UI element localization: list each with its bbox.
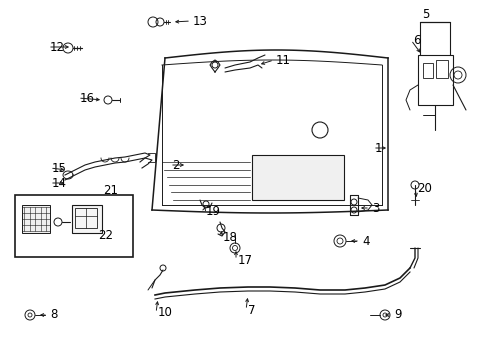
Bar xyxy=(435,60,447,78)
Text: 17: 17 xyxy=(238,253,252,266)
Text: 22: 22 xyxy=(98,229,113,242)
Bar xyxy=(251,155,343,200)
Text: 7: 7 xyxy=(247,303,255,316)
Bar xyxy=(422,63,432,78)
Text: 13: 13 xyxy=(193,14,207,27)
Text: 2: 2 xyxy=(172,158,179,171)
Text: 6: 6 xyxy=(412,33,420,46)
Text: 9: 9 xyxy=(393,309,401,321)
Bar xyxy=(72,205,102,233)
Text: 11: 11 xyxy=(275,54,290,67)
Text: 8: 8 xyxy=(50,309,57,321)
Text: 16: 16 xyxy=(80,91,95,104)
Text: 10: 10 xyxy=(158,306,173,320)
Text: 14: 14 xyxy=(52,176,67,189)
Bar xyxy=(417,55,452,105)
Text: 1: 1 xyxy=(374,141,382,154)
Bar xyxy=(22,205,50,233)
Text: 20: 20 xyxy=(416,181,431,194)
Text: 12: 12 xyxy=(50,41,65,54)
Text: 18: 18 xyxy=(223,230,237,243)
Text: 4: 4 xyxy=(361,234,369,248)
Text: 19: 19 xyxy=(205,204,221,217)
Bar xyxy=(75,208,97,228)
Bar xyxy=(15,195,133,257)
Text: 21: 21 xyxy=(103,184,118,197)
Text: 15: 15 xyxy=(52,162,67,175)
Text: 3: 3 xyxy=(371,202,379,215)
Text: 5: 5 xyxy=(421,8,428,21)
